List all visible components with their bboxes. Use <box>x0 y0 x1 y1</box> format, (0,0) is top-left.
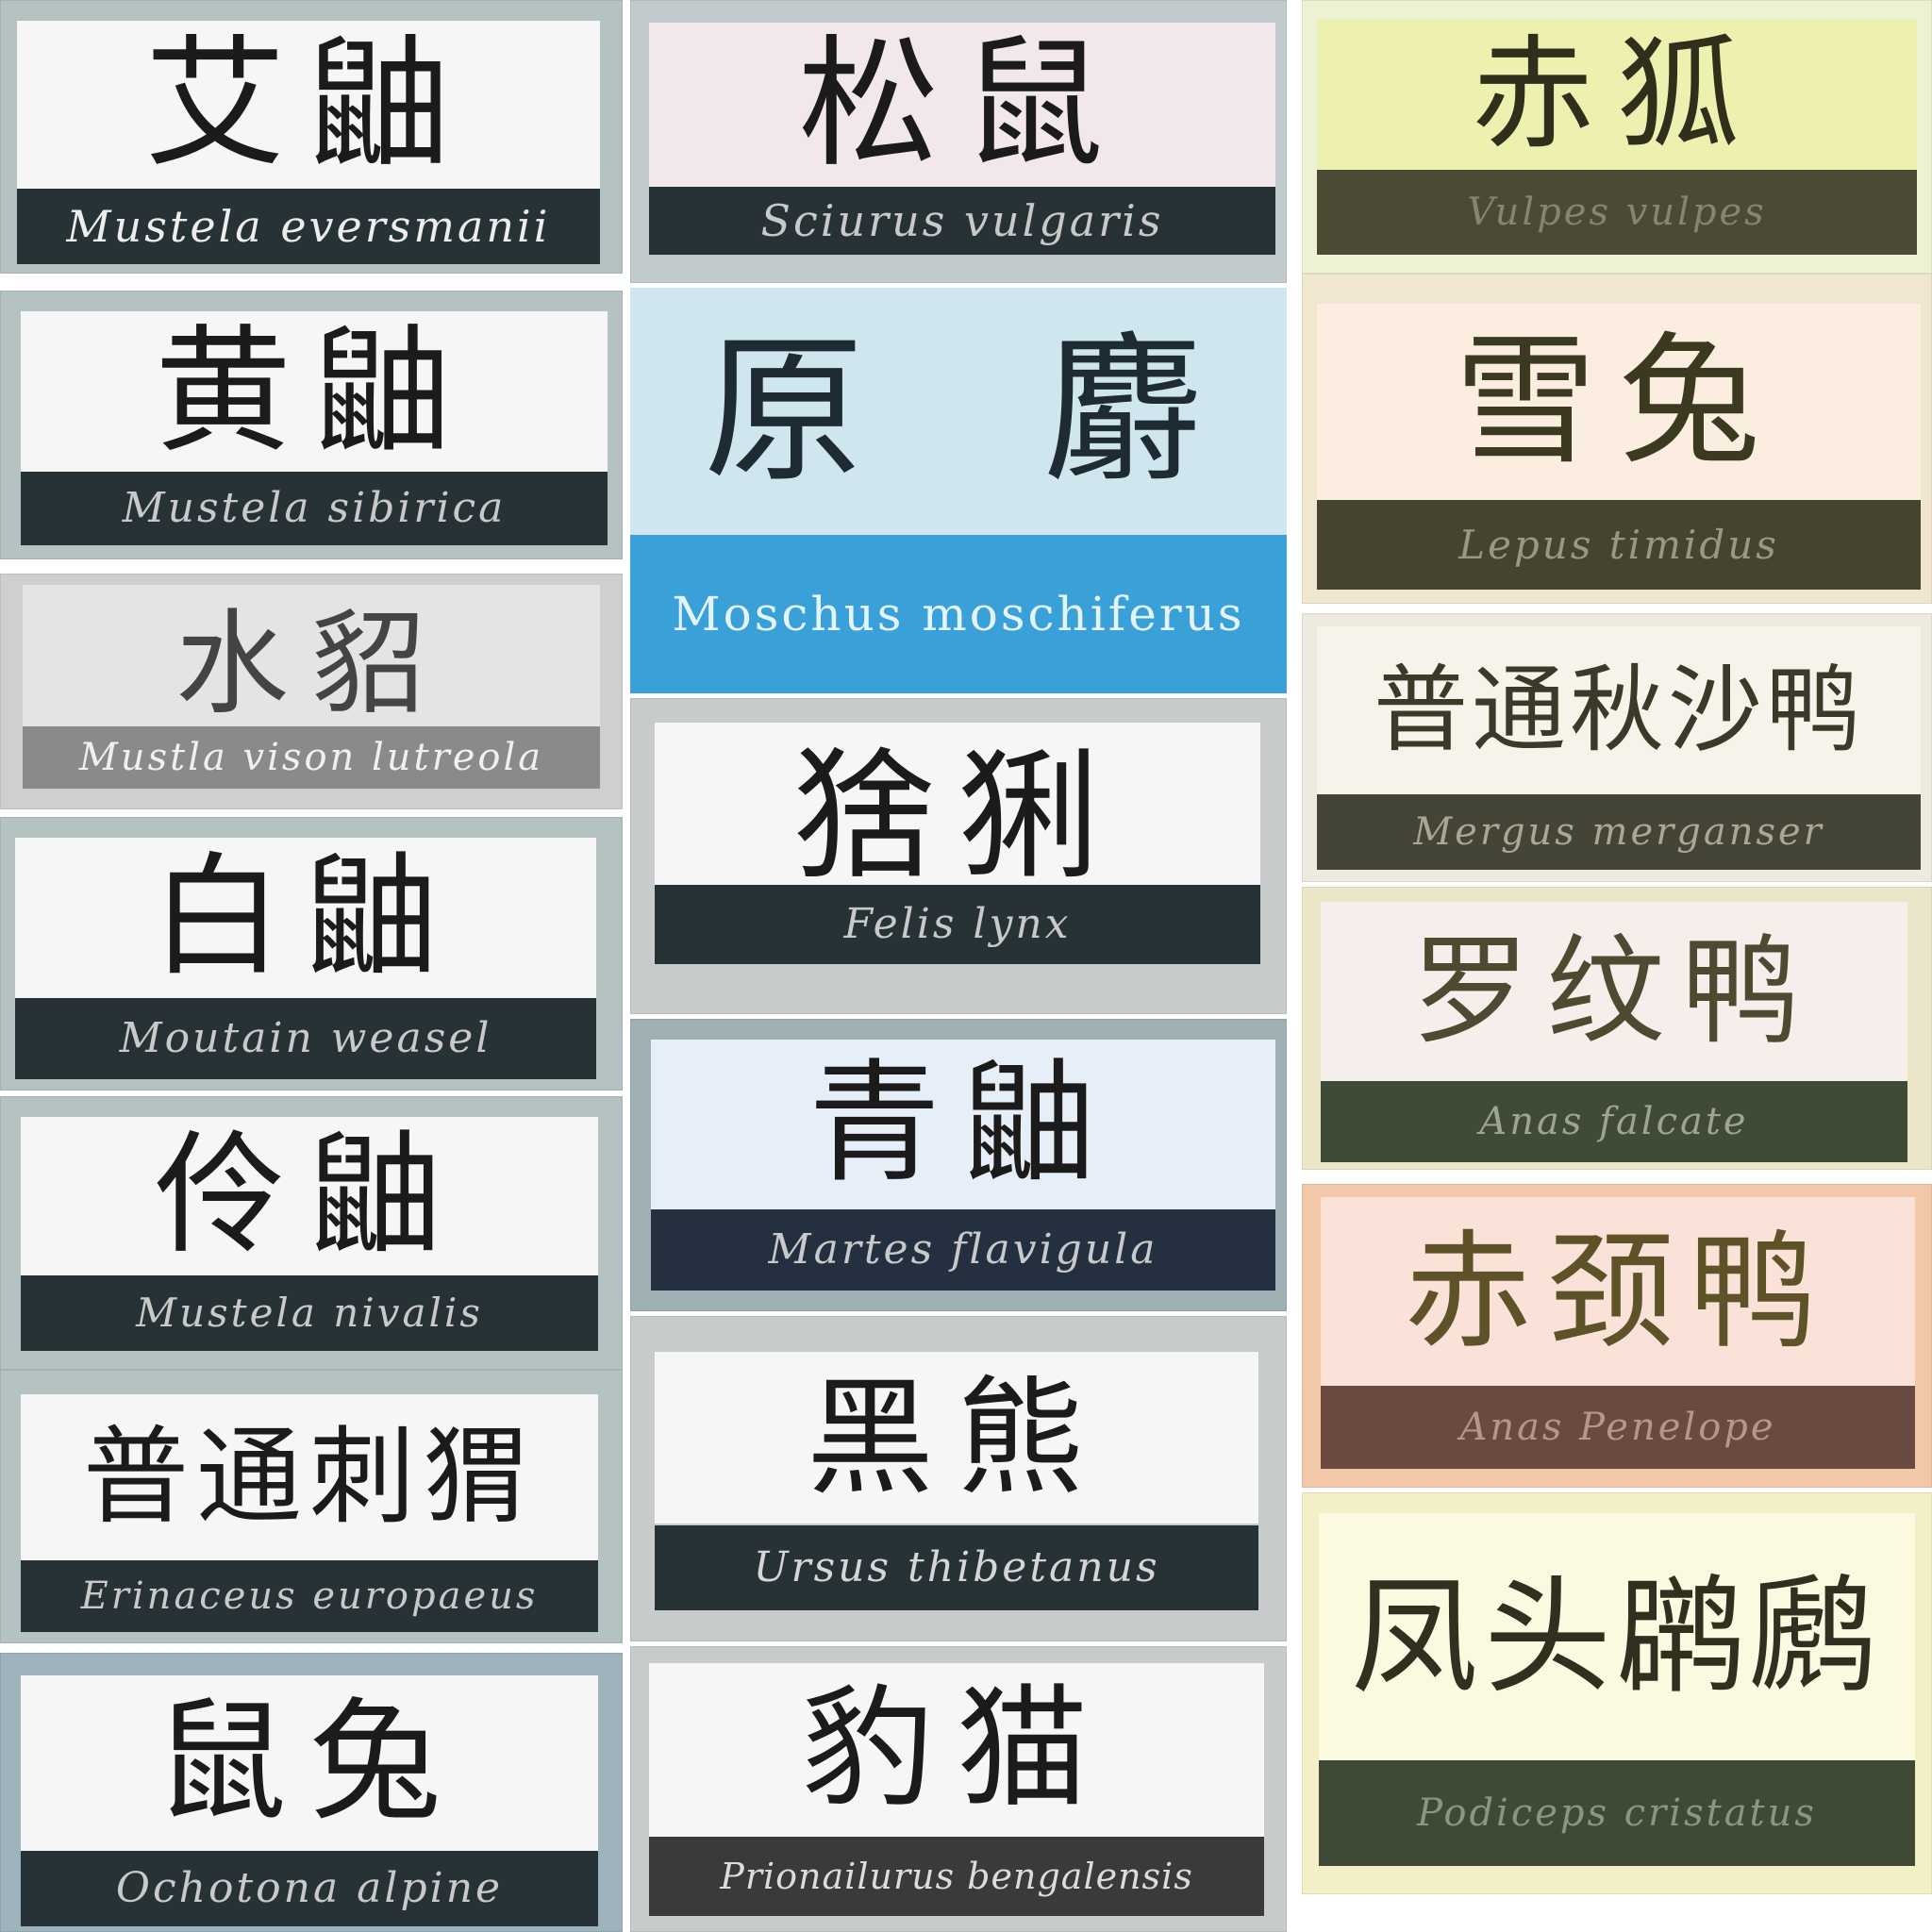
chinese-name: 罗纹鸭 <box>1321 902 1907 1081</box>
chinese-name: 原 麝 <box>630 288 1287 535</box>
latin-name: Moutain weasel <box>15 998 596 1079</box>
label-plate-musk-deer: 原 麝 Moschus moschiferus <box>630 288 1287 693</box>
label-plate-snow-hare: 雪兔 Lepus timidus <box>1302 274 1932 604</box>
chinese-name: 黑熊 <box>655 1352 1258 1524</box>
latin-name: Lepus timidus <box>1317 500 1921 590</box>
label-plate-lynx: 猞猁 Felis lynx <box>630 698 1287 1014</box>
label-plate-wigeon: 赤颈鸭 Anas Penelope <box>1302 1184 1932 1488</box>
latin-name: Anas Penelope <box>1321 1386 1915 1469</box>
chinese-name: 白鼬 <box>15 838 596 998</box>
label-plate-ai-you: 艾鼬 Mustela eversmanii <box>0 0 623 274</box>
latin-name: Mustela nivalis <box>21 1275 598 1351</box>
chinese-name: 猞猁 <box>655 723 1260 911</box>
label-plate-ling-you: 伶鼬 Mustela nivalis <box>0 1096 623 1370</box>
label-plate-marten: 青鼬 Martes flavigula <box>630 1019 1287 1311</box>
chinese-name: 豹猫 <box>649 1663 1264 1837</box>
chinese-name: 普通秋沙鸭 <box>1317 626 1921 794</box>
latin-name: Ochotona alpine <box>21 1851 598 1926</box>
chinese-name: 水貂 <box>23 585 600 745</box>
latin-name: Podiceps cristatus <box>1319 1760 1915 1866</box>
label-plate-grebe: 凤头䴙䴘 Podiceps cristatus <box>1302 1492 1932 1894</box>
latin-name: Mergus merganser <box>1317 794 1921 870</box>
label-plate-leopard-cat: 豹猫 Prionailurus bengalensis <box>630 1646 1287 1932</box>
latin-name: Ursus thibetanus <box>655 1525 1258 1610</box>
label-plate-black-bear: 黑熊 Ursus thibetanus <box>630 1316 1287 1641</box>
label-plate-huang-you: 黄鼬 Mustela sibirica <box>0 291 623 559</box>
chinese-name: 黄鼬 <box>21 311 608 472</box>
chinese-name: 鼠兔 <box>21 1675 598 1851</box>
chinese-name: 雪兔 <box>1317 304 1921 500</box>
label-plate-merganser: 普通秋沙鸭 Mergus merganser <box>1302 613 1932 882</box>
label-plate-hedgehog: 普通刺猬 Erinaceus europaeus <box>0 1370 623 1643</box>
chinese-name: 赤狐 <box>1317 19 1917 170</box>
latin-name: Anas falcate <box>1321 1081 1907 1162</box>
chinese-name: 伶鼬 <box>21 1117 598 1275</box>
latin-name: Moschus moschiferus <box>630 535 1287 693</box>
label-plate-squirrel: 松鼠 Sciurus vulgaris <box>630 0 1287 283</box>
latin-name: Mustela sibirica <box>21 472 608 545</box>
chinese-name: 青鼬 <box>651 1040 1275 1209</box>
latin-name: Vulpes vulpes <box>1317 170 1917 255</box>
chinese-name: 凤头䴙䴘 <box>1319 1513 1915 1760</box>
label-plate-pika: 鼠兔 Ochotona alpine <box>0 1653 623 1932</box>
chinese-name: 松鼠 <box>649 23 1275 187</box>
latin-name: Erinaceus europaeus <box>21 1560 598 1632</box>
label-plate-shui-diao: 水貂 Mustla vison lutreola <box>0 574 623 809</box>
chinese-name: 赤颈鸭 <box>1321 1197 1915 1386</box>
label-plate-falcated-duck: 罗纹鸭 Anas falcate <box>1302 887 1932 1170</box>
chinese-name: 普通刺猬 <box>21 1394 598 1560</box>
chinese-name: 艾鼬 <box>17 21 600 189</box>
latin-name: Mustla vison lutreola <box>23 726 600 789</box>
latin-name: Prionailurus bengalensis <box>649 1837 1264 1916</box>
latin-name: Martes flavigula <box>651 1209 1275 1291</box>
latin-name: Mustela eversmanii <box>17 189 600 264</box>
latin-name: Sciurus vulgaris <box>649 187 1275 255</box>
latin-name: Felis lynx <box>655 885 1260 964</box>
label-plate-red-fox: 赤狐 Vulpes vulpes <box>1302 0 1932 274</box>
label-plate-bai-you: 白鼬 Moutain weasel <box>0 817 623 1091</box>
